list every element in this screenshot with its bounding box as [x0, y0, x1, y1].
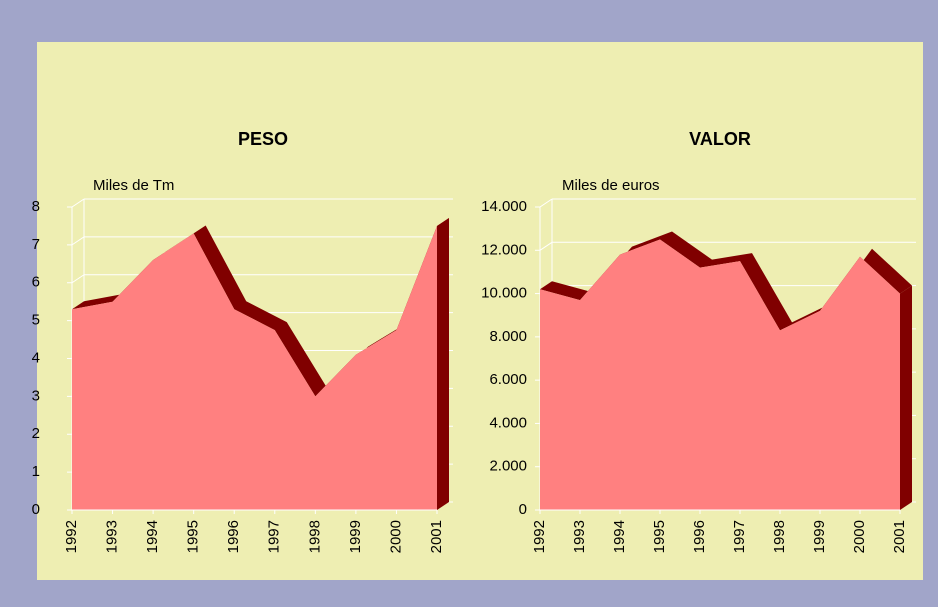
y-axis-label: Miles de Tm: [93, 177, 174, 194]
chart-title: PESO: [238, 129, 288, 149]
grid-line: [539, 241, 553, 251]
x-tick-label: 2001: [428, 520, 445, 553]
y-tick-label: 8: [32, 198, 40, 215]
area-side: [900, 285, 912, 510]
y-tick-label: 2.000: [489, 458, 527, 475]
chart-title: VALOR: [689, 129, 751, 149]
y-tick-label: 5: [32, 312, 40, 329]
grid-line: [71, 198, 85, 208]
y-tick-label: 1: [32, 463, 40, 480]
x-tick-label: 1996: [691, 520, 708, 553]
x-tick-label: 1994: [611, 520, 628, 553]
grid-line: [539, 198, 553, 208]
y-tick-label: 6.000: [489, 371, 527, 388]
y-tick-label: 0: [32, 501, 40, 518]
x-tick-label: 1999: [347, 520, 364, 553]
y-tick-label: 14.000: [481, 198, 527, 215]
x-tick-label: 1998: [771, 520, 788, 553]
x-tick-label: 1993: [571, 520, 588, 553]
x-tick-label: 1994: [144, 520, 161, 553]
grid-line: [71, 236, 85, 246]
x-tick-label: 1995: [185, 520, 202, 553]
area: [72, 225, 437, 510]
x-tick-label: 2000: [387, 520, 404, 553]
y-tick-label: 0: [519, 501, 527, 518]
area-side: [437, 217, 449, 510]
x-tick-label: 1993: [104, 520, 121, 553]
y-axis-label: Miles de euros: [562, 177, 660, 194]
x-tick-label: 1995: [651, 520, 668, 553]
x-tick-label: 1999: [811, 520, 828, 553]
y-tick-label: 12.000: [481, 241, 527, 258]
y-tick-label: 3: [32, 387, 40, 404]
x-tick-label: 1997: [731, 520, 748, 553]
x-tick-label: 2000: [851, 520, 868, 553]
y-tick-label: 6: [32, 274, 40, 291]
x-tick-label: 1998: [306, 520, 323, 553]
y-tick-label: 2: [32, 425, 40, 442]
area: [540, 239, 900, 510]
y-tick-label: 10.000: [481, 285, 527, 302]
x-tick-label: 1997: [266, 520, 283, 553]
x-tick-label: 1992: [531, 520, 548, 553]
x-tick-label: 1992: [63, 520, 80, 553]
y-tick-label: 7: [32, 236, 40, 253]
y-tick-label: 4.000: [489, 414, 527, 431]
x-tick-label: 1996: [225, 520, 242, 553]
x-tick-label: 2001: [891, 520, 908, 553]
grid-line: [71, 274, 85, 284]
y-tick-label: 8.000: [489, 328, 527, 345]
y-tick-label: 4: [32, 349, 40, 366]
